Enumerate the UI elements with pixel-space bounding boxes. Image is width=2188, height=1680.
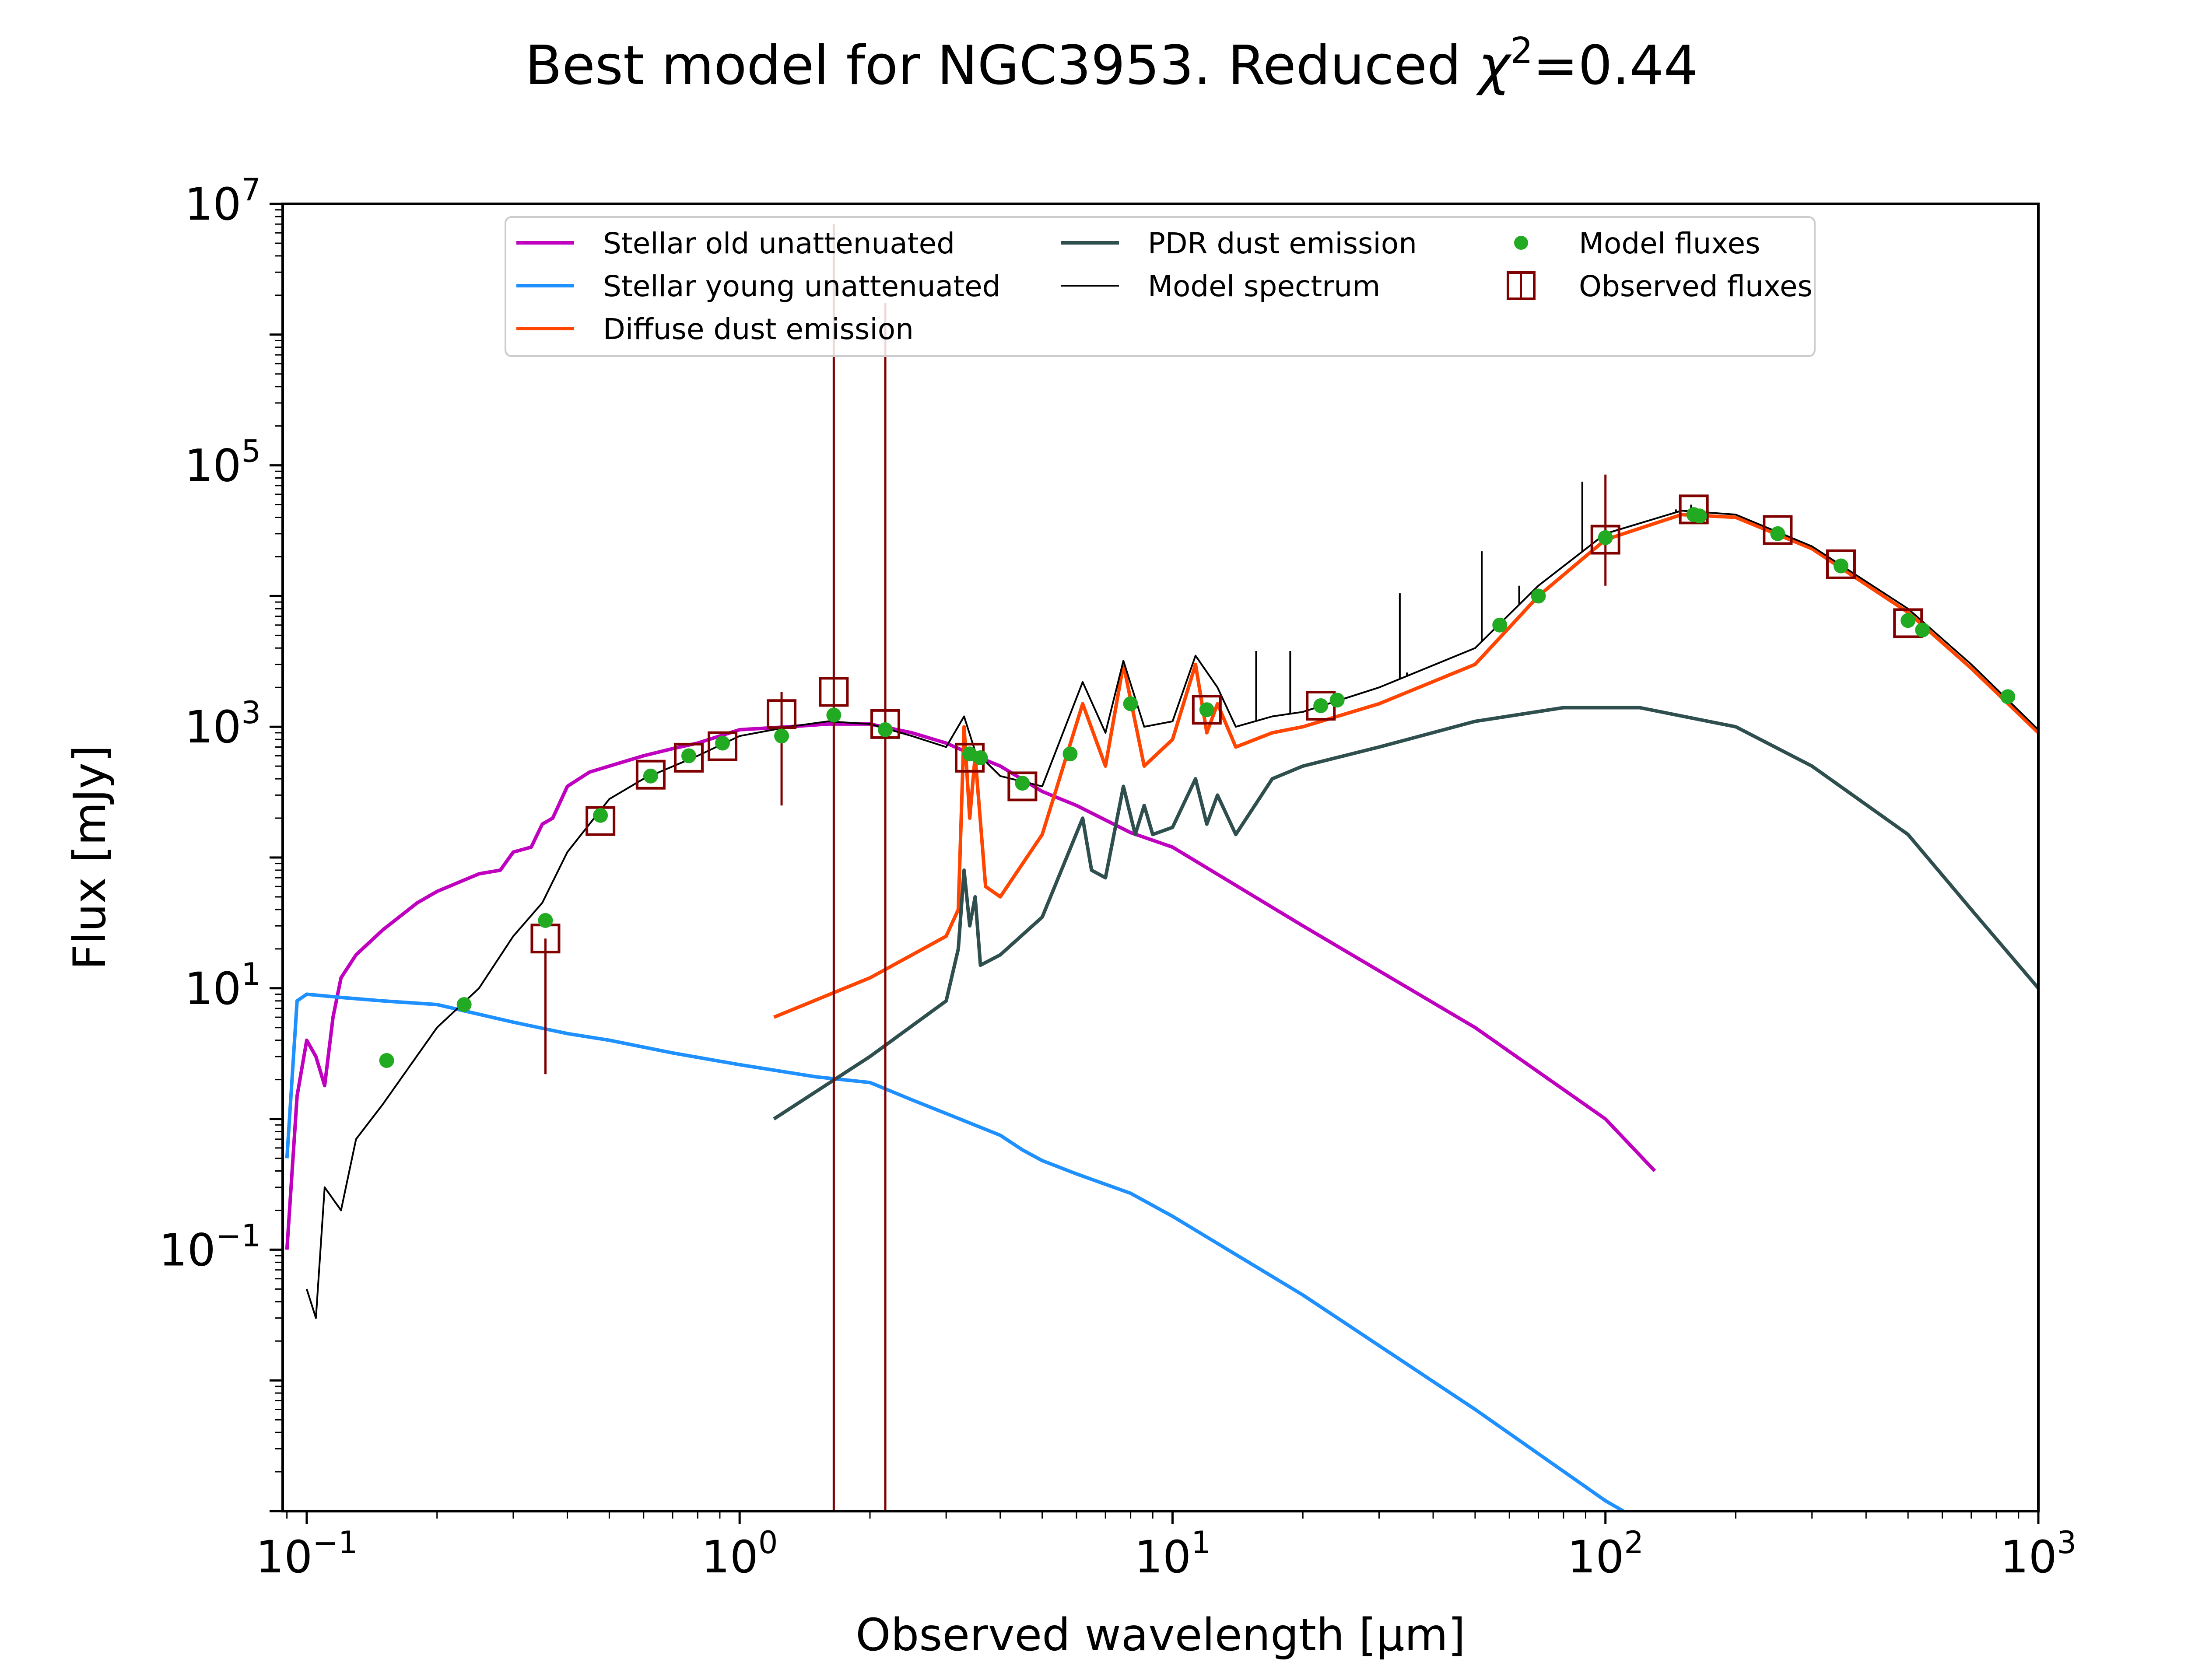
observed-flux-marker bbox=[673, 742, 704, 773]
legend-item-stellar-young-unattenuated: Stellar young unattenuated bbox=[516, 270, 1001, 303]
legend-label: Diffuse dust emission bbox=[603, 312, 914, 346]
legend-label: Stellar old unattenuated bbox=[603, 227, 955, 260]
y-tick-label: 101 bbox=[185, 956, 261, 1015]
model-flux-point bbox=[2000, 689, 2016, 704]
observed-flux-marker bbox=[819, 677, 849, 707]
x-tick-label: 102 bbox=[1567, 1525, 1644, 1583]
x-tick-label: 103 bbox=[2000, 1525, 2076, 1583]
observed-flux-marker bbox=[708, 731, 738, 761]
legend-box bbox=[505, 216, 1816, 357]
model-flux-point bbox=[1598, 530, 1613, 545]
legend-item-observed-fluxes: Observed fluxes bbox=[1507, 270, 1813, 303]
chart-title-exponent: 2 bbox=[1510, 30, 1533, 72]
observed-flux-marker bbox=[635, 760, 666, 790]
model-flux-point bbox=[1915, 622, 1930, 637]
model-flux-point bbox=[1199, 702, 1214, 718]
legend-item-diffuse-dust-emission: Diffuse dust emission bbox=[516, 312, 914, 346]
observed-flux-marker bbox=[1763, 515, 1793, 545]
model-flux-point bbox=[379, 1053, 394, 1068]
observed-flux-marker bbox=[586, 806, 616, 836]
observed-flux-marker bbox=[1590, 525, 1620, 555]
legend-item-pdr-dust-emission: PDR dust emission bbox=[1061, 227, 1417, 260]
observed-flux-marker bbox=[870, 709, 901, 739]
x-tick-label: 100 bbox=[701, 1525, 778, 1583]
series-line-pdr-dust-emission bbox=[773, 706, 2038, 1120]
y-tick-label: 107 bbox=[185, 172, 261, 231]
model-flux-point bbox=[456, 997, 472, 1012]
model-flux-point bbox=[1015, 776, 1030, 791]
legend-label: Model fluxes bbox=[1579, 227, 1760, 260]
model-flux-point bbox=[878, 722, 893, 737]
legend-label: Observed fluxes bbox=[1579, 270, 1813, 303]
x-axis-label: Observed wavelength [μm] bbox=[856, 1609, 1466, 1661]
legend-item-model-spectrum: Model spectrum bbox=[1061, 270, 1380, 303]
observed-flux-marker bbox=[1007, 771, 1038, 802]
series-layer bbox=[285, 224, 2038, 1511]
x-tick-label: 10−1 bbox=[256, 1525, 358, 1583]
observed-flux-marker bbox=[1192, 695, 1222, 725]
model-flux-point bbox=[538, 913, 553, 928]
model-flux-point bbox=[774, 728, 789, 744]
legend-label: PDR dust emission bbox=[1148, 227, 1417, 260]
model-flux-point bbox=[1692, 508, 1707, 524]
model-flux-point bbox=[1329, 693, 1345, 708]
x-axis-ticks: 10−1 100 101 102 103 bbox=[256, 1511, 2076, 1583]
y-axis-label: Flux [mJy] bbox=[64, 745, 116, 970]
chart-title: Best model for NGC3953. Reduced χ2=0.44 bbox=[525, 30, 1698, 97]
model-flux-point bbox=[681, 748, 696, 763]
legend-label: Model spectrum bbox=[1148, 270, 1380, 303]
chart-title-main: Best model for NGC3953. Reduced bbox=[525, 35, 1478, 97]
series-line-model-spectrum bbox=[305, 510, 2038, 1319]
model-flux-point bbox=[826, 707, 842, 723]
model-flux-point bbox=[1062, 746, 1078, 762]
legend: Stellar old unattenuated Stellar young un… bbox=[505, 216, 1816, 357]
series-line-stellar-young-unattenuated bbox=[285, 992, 1624, 1511]
plot-area: 10−1 100 101 102 103 10−1 101 103 105 107 bbox=[159, 172, 2076, 1583]
model-flux-point bbox=[643, 768, 658, 784]
model-flux-point bbox=[1313, 698, 1329, 713]
series-line-stellar-old-unattenuated bbox=[285, 722, 1656, 1250]
model-flux-point bbox=[1833, 558, 1848, 574]
model-flux-point bbox=[973, 750, 988, 765]
y-tick-label: 10−1 bbox=[159, 1218, 261, 1276]
chart-title-value: =0.44 bbox=[1533, 35, 1698, 97]
model-flux-point bbox=[593, 808, 608, 823]
y-axis-ticks: 10−1 101 103 105 107 bbox=[159, 172, 283, 1512]
model-flux-point bbox=[1123, 696, 1138, 711]
model-flux-point bbox=[1900, 613, 1916, 628]
y-tick-label: 103 bbox=[185, 695, 261, 753]
model-flux-point bbox=[1770, 526, 1785, 541]
model-flux-point bbox=[715, 735, 730, 751]
legend-item-model-fluxes: Model fluxes bbox=[1514, 227, 1760, 260]
marker-layer bbox=[379, 494, 2016, 1068]
legend-item-stellar-old-unattenuated: Stellar old unattenuated bbox=[516, 227, 955, 260]
observed-flux-marker bbox=[1679, 494, 1709, 525]
y-tick-label: 105 bbox=[185, 434, 261, 492]
legend-swatch bbox=[1514, 236, 1528, 250]
series-line-diffuse-dust-emission bbox=[773, 513, 2038, 1019]
axes-frame bbox=[281, 203, 2040, 1512]
observed-flux-marker bbox=[1826, 549, 1856, 579]
legend-label: Stellar young unattenuated bbox=[603, 270, 1001, 303]
model-flux-point bbox=[1492, 617, 1508, 633]
chart-title-chi: χ bbox=[1476, 35, 1512, 97]
model-flux-point bbox=[1531, 588, 1546, 604]
observed-flux-marker bbox=[767, 699, 797, 729]
x-tick-label: 101 bbox=[1134, 1525, 1210, 1583]
